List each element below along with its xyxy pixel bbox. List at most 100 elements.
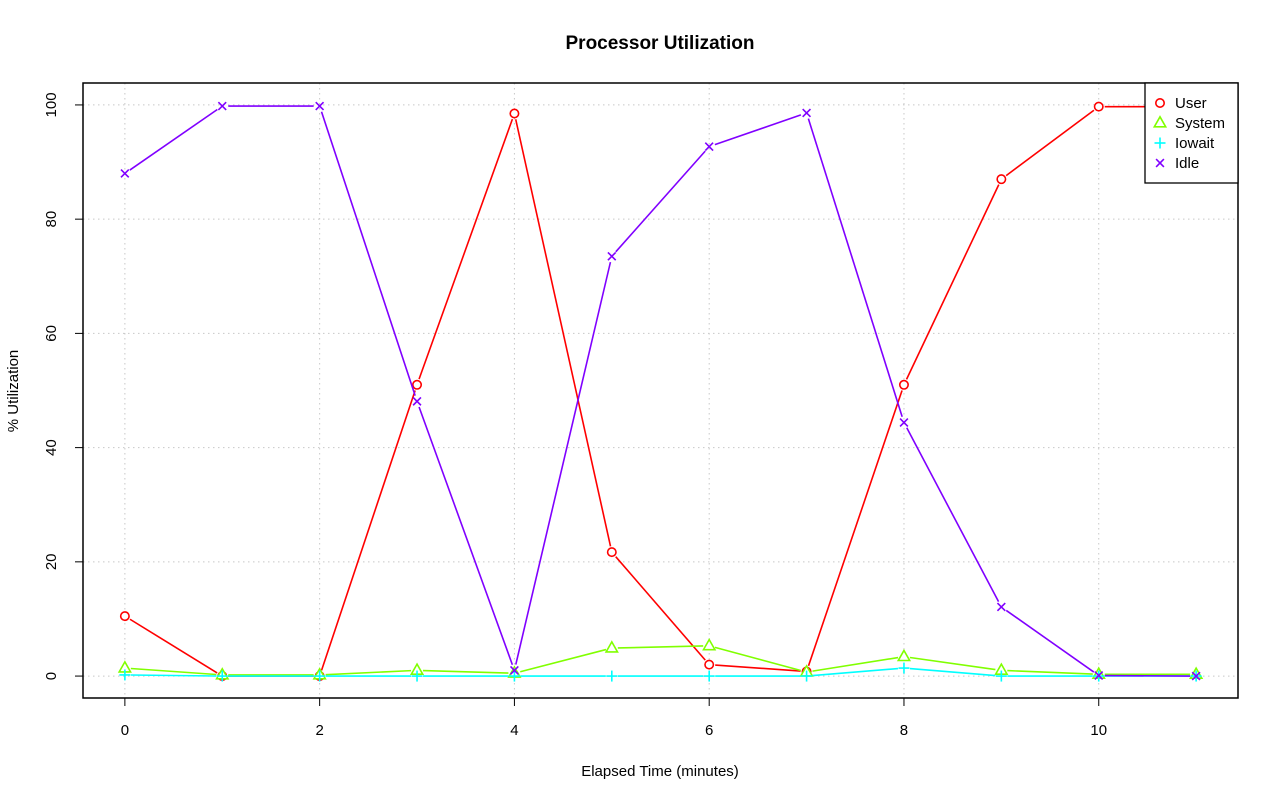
plus-marker — [411, 670, 423, 682]
x-marker — [1094, 671, 1104, 680]
series-line-segment — [715, 664, 801, 672]
circle-marker — [119, 611, 130, 622]
series-line-segment — [905, 184, 1000, 380]
x-tick-label: 0 — [121, 722, 129, 739]
y-tick-label: 40 — [43, 439, 60, 456]
chart-title: Processor Utilization — [566, 33, 755, 54]
circle-marker-shape — [606, 547, 617, 558]
series-line-segment — [515, 261, 612, 665]
series-line-segment — [909, 656, 996, 671]
series-user — [119, 101, 1202, 682]
circle-marker-shape — [898, 379, 909, 390]
plus-marker — [216, 670, 228, 682]
series-system — [117, 637, 1204, 680]
series-line-segment — [325, 669, 412, 676]
circle-marker — [606, 547, 617, 558]
x-marker — [996, 602, 1006, 612]
series-line-segment — [320, 390, 416, 671]
x-marker-b — [1094, 671, 1104, 680]
x-marker-b — [607, 251, 617, 261]
plus-marker — [1154, 137, 1166, 149]
series-line-segment — [617, 645, 704, 649]
series-line-segment — [1005, 109, 1095, 177]
triangle-marker — [702, 637, 717, 651]
y-tick-label: 20 — [43, 553, 60, 570]
legend-item-idle: Idle — [1155, 155, 1199, 172]
y-tick-label: 100 — [43, 92, 60, 117]
x-marker-b — [217, 101, 227, 111]
series-line-segment — [129, 618, 218, 674]
plus-marker — [606, 670, 618, 682]
x-marker-b — [412, 396, 422, 406]
circle-marker — [412, 379, 423, 390]
y-axis: 0 20 40 60 80 100 — [43, 92, 83, 680]
circle-marker-shape — [1155, 98, 1166, 109]
x-marker — [120, 169, 130, 178]
x-marker — [509, 665, 519, 675]
series-line-segment — [129, 108, 218, 171]
series-line-segment — [714, 114, 802, 146]
x-marker-b — [802, 108, 812, 118]
x-marker — [217, 101, 227, 111]
circle-marker-shape — [1093, 101, 1104, 112]
x-marker-b — [704, 142, 714, 152]
x-marker-b — [1191, 671, 1201, 681]
legend-item-user: User — [1155, 95, 1207, 112]
circle-marker-shape — [509, 108, 520, 119]
series-line-segment — [320, 111, 416, 396]
circle-marker-shape — [704, 659, 715, 670]
plus-marker — [801, 670, 813, 682]
x-tick-label: 2 — [315, 722, 323, 739]
x-marker — [607, 251, 617, 261]
series-line-segment — [130, 667, 217, 676]
series-line-segment — [714, 646, 801, 672]
triangle-marker — [896, 648, 912, 662]
x-marker — [412, 396, 422, 406]
x-marker-b — [1155, 158, 1165, 168]
triangle-marker-shape — [702, 637, 717, 651]
plot-frame — [82, 82, 1239, 699]
series-line-segment — [1104, 674, 1191, 677]
y-tick-label: 80 — [43, 211, 60, 228]
series-line-segment — [807, 118, 903, 418]
triangle-marker — [604, 640, 619, 653]
series-line-segment — [1005, 609, 1095, 673]
y-tick-label: 0 — [43, 672, 60, 680]
circle-marker — [1093, 101, 1104, 112]
circle-marker — [898, 379, 909, 390]
series-line-segment — [418, 118, 514, 380]
plus-marker — [119, 669, 131, 681]
triangle-marker-shape — [604, 640, 619, 653]
plus-marker — [703, 670, 715, 682]
x-tick-label: 8 — [900, 722, 908, 739]
series-line-segment — [130, 674, 217, 677]
series-idle — [120, 101, 1201, 681]
x-axis: 0 2 4 6 8 10 — [121, 698, 1107, 739]
x-marker-b — [509, 665, 519, 675]
series-line-segment — [1007, 669, 1093, 675]
circle-marker — [996, 174, 1007, 185]
x-marker — [315, 101, 325, 111]
x-marker — [1155, 158, 1165, 168]
series-line-segment — [423, 669, 509, 674]
plus-marker — [995, 670, 1007, 682]
y-axis-label: % Utilization — [5, 350, 22, 433]
x-marker-b — [315, 101, 325, 111]
series-line-segment — [418, 406, 514, 665]
series-line-segment — [906, 427, 1000, 603]
plus-marker — [314, 670, 326, 682]
plus-marker — [898, 662, 910, 674]
series-line-segment — [909, 667, 996, 677]
x-tick-label: 4 — [510, 722, 518, 739]
x-axis-label: Elapsed Time (minutes) — [581, 763, 739, 780]
x-tick-label: 10 — [1090, 722, 1107, 739]
triangle-marker-shape — [896, 648, 912, 662]
x-marker-b — [120, 169, 130, 178]
x-marker-b — [996, 602, 1006, 612]
legend: User System Iowait Idle — [1144, 82, 1239, 184]
series-line-segment — [615, 556, 706, 661]
circle-marker — [509, 108, 520, 119]
series-line-segment — [615, 150, 706, 253]
series-layer — [117, 101, 1204, 682]
